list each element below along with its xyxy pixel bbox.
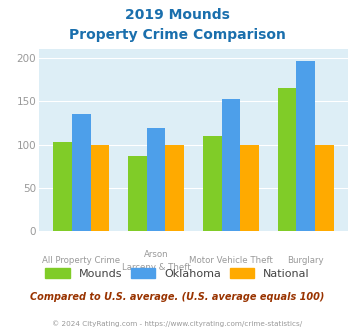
Text: Burglary: Burglary <box>288 256 324 265</box>
Bar <box>222 99 240 231</box>
Bar <box>315 145 334 231</box>
Bar <box>53 142 72 231</box>
Bar <box>147 128 165 231</box>
Text: © 2024 CityRating.com - https://www.cityrating.com/crime-statistics/: © 2024 CityRating.com - https://www.city… <box>53 320 302 327</box>
Bar <box>240 145 259 231</box>
Bar <box>72 114 91 231</box>
Legend: Mounds, Oklahoma, National: Mounds, Oklahoma, National <box>45 268 310 279</box>
Text: Motor Vehicle Theft: Motor Vehicle Theft <box>189 256 273 265</box>
Text: Property Crime Comparison: Property Crime Comparison <box>69 28 286 42</box>
Bar <box>203 136 222 231</box>
Bar <box>91 145 109 231</box>
Text: Compared to U.S. average. (U.S. average equals 100): Compared to U.S. average. (U.S. average … <box>30 292 325 302</box>
Bar <box>165 145 184 231</box>
Text: Larceny & Theft: Larceny & Theft <box>122 263 190 272</box>
Text: All Property Crime: All Property Crime <box>42 256 120 265</box>
Bar <box>296 61 315 231</box>
Text: Arson: Arson <box>144 250 168 259</box>
Text: 2019 Mounds: 2019 Mounds <box>125 8 230 22</box>
Bar <box>278 88 296 231</box>
Bar <box>128 156 147 231</box>
